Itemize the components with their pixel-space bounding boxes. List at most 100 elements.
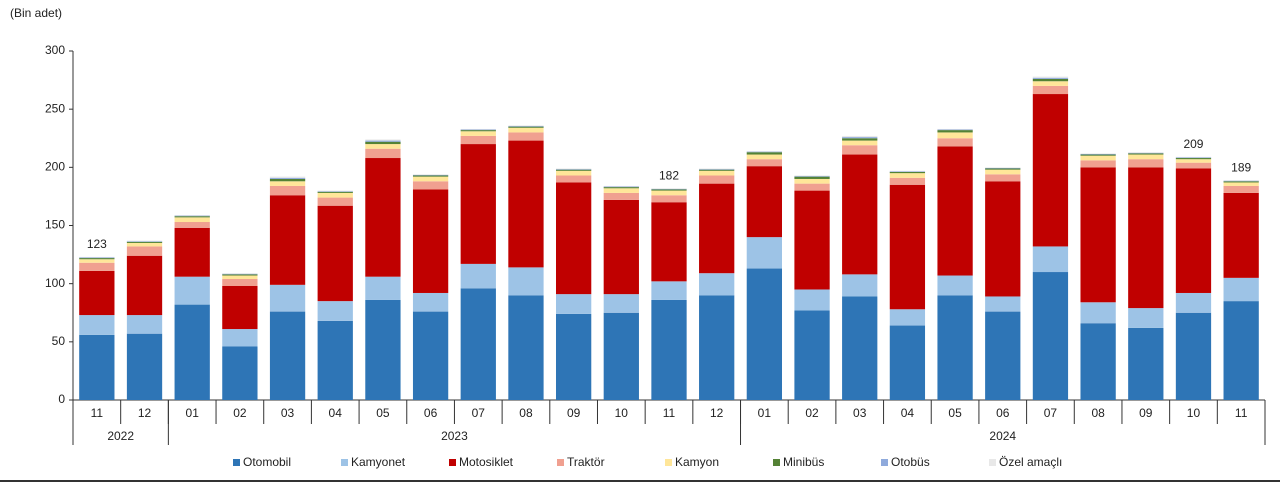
bar-segment [365, 148, 401, 159]
bar-segment [365, 144, 401, 149]
legend-swatch [341, 459, 348, 466]
legend-swatch [233, 459, 240, 466]
bar-segment [79, 259, 115, 263]
y-tick-label: 200 [45, 160, 65, 174]
bar-segment [508, 125, 544, 127]
total-label: 189 [1231, 160, 1251, 174]
x-tick-label: 02 [805, 406, 819, 420]
bar-segment [1032, 272, 1069, 400]
bar-segment [365, 276, 401, 300]
bar-segment [126, 246, 163, 256]
bar-segment [269, 284, 306, 312]
x-tick-label: 07 [472, 406, 486, 420]
bar-segment [1128, 154, 1164, 160]
bar-segment [174, 304, 210, 400]
bar-segment [794, 190, 830, 290]
bar-segment [1175, 158, 1212, 160]
bar-segment [508, 267, 544, 296]
bar-segment [842, 145, 878, 155]
bar-segment [937, 132, 973, 139]
bar-segment [365, 139, 401, 141]
bar-segment [746, 268, 783, 400]
x-tick-label: 08 [519, 406, 533, 420]
bar-segment [603, 185, 639, 187]
bar-segment [746, 166, 783, 238]
bar-segment [746, 237, 783, 269]
bar-segment [699, 273, 735, 296]
bar-segment [1175, 162, 1212, 169]
bar-segment [699, 183, 735, 274]
bar-segment [174, 215, 210, 216]
bar-segment [1080, 155, 1116, 161]
bar-segment [460, 144, 496, 264]
bar-segment [412, 292, 449, 312]
y-tick-label: 150 [45, 218, 65, 232]
bar-segment [269, 311, 306, 400]
bar-segment [651, 188, 687, 190]
bar-segment [174, 276, 210, 305]
bar-segment [1175, 168, 1212, 293]
bar-segment [651, 189, 687, 191]
x-tick-label: 06 [996, 406, 1010, 420]
bar-segment [603, 187, 639, 189]
bar-segment [937, 128, 973, 130]
bar-segment [603, 294, 639, 313]
legend-label: Minibüs [783, 455, 824, 469]
bar-segment [1032, 81, 1069, 86]
bar-segment [1032, 78, 1069, 82]
bar-segment [460, 129, 496, 131]
bar-segment [699, 175, 735, 184]
bar-segment [1223, 277, 1259, 302]
bar-segment [555, 170, 592, 176]
bar-segment [699, 170, 735, 176]
bar-segment [985, 169, 1021, 175]
bar-segment [222, 274, 258, 276]
bar-segment [985, 168, 1021, 170]
bar-segment [842, 135, 878, 138]
legend-swatch [773, 459, 780, 466]
bar-segment [222, 273, 258, 274]
bar-segment [79, 256, 115, 258]
legend-label: Motosiklet [459, 455, 514, 469]
bar-segment [794, 310, 830, 400]
bar-segment [1032, 94, 1069, 247]
bar-segment [317, 197, 353, 206]
bar-segment [555, 175, 592, 183]
bar-segment [508, 127, 544, 133]
bar-segment [1080, 153, 1116, 154]
bar-segment [794, 183, 830, 191]
bar-segment [412, 311, 449, 400]
x-tick-label: 09 [1139, 406, 1153, 420]
bar-segment [1175, 159, 1212, 163]
bar-segment [365, 299, 401, 400]
bar-segment [222, 273, 258, 275]
bar-segment [317, 301, 353, 321]
bar-segment [937, 138, 973, 147]
x-tick-label: 01 [758, 406, 772, 420]
bar-segment [317, 190, 353, 192]
bar-segment [746, 151, 783, 153]
bar-segment [126, 241, 163, 243]
bar-segment [1080, 160, 1116, 168]
x-tick-label: 10 [615, 406, 629, 420]
bar-segment [889, 173, 926, 178]
bar-segment [603, 199, 639, 295]
bar-segment [79, 270, 115, 316]
bar-segment [1032, 76, 1069, 78]
bar-segment [508, 126, 544, 127]
bar-segment [1223, 180, 1259, 181]
bar-segment [794, 178, 830, 184]
x-tick-label: 04 [329, 406, 343, 420]
bar-segment [889, 184, 926, 310]
bar-segment [126, 241, 163, 242]
bar-segment [365, 140, 401, 142]
x-tick-label: 11 [1235, 406, 1248, 420]
year-label: 2022 [107, 429, 134, 443]
bar-segment [460, 131, 496, 136]
bar-segment [985, 167, 1021, 169]
bar-segment [1175, 292, 1212, 313]
bar-segment [985, 181, 1021, 297]
bar-segment [1128, 159, 1164, 168]
bar-segment [412, 181, 449, 190]
bar-segment [651, 299, 687, 400]
